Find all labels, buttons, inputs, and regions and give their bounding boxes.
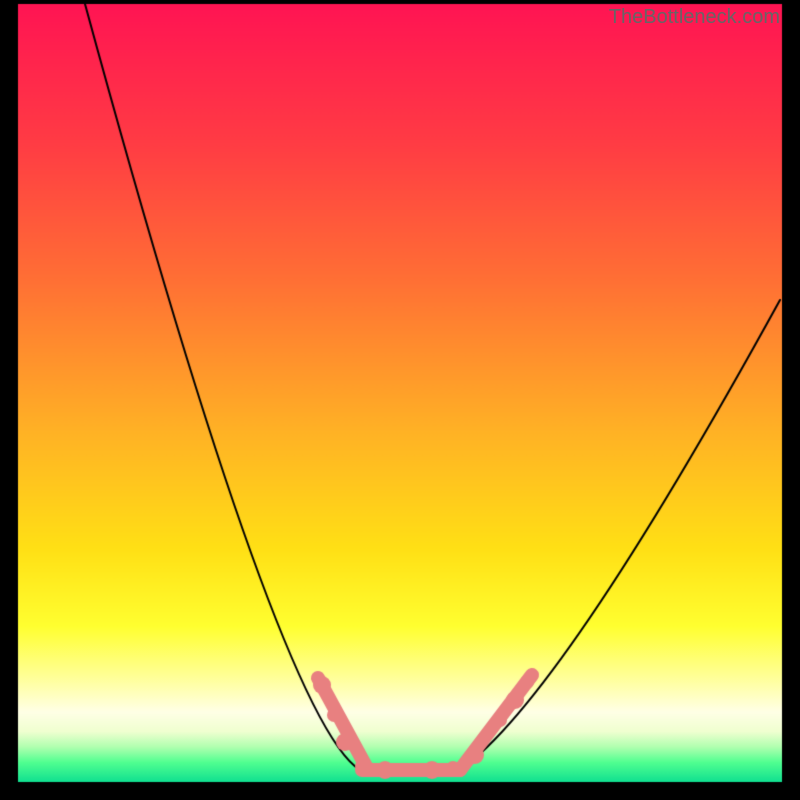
bottleneck-curve-chart (0, 0, 800, 800)
watermark-text: TheBottleneck.com (609, 6, 780, 29)
chart-container: TheBottleneck.com (0, 0, 800, 800)
